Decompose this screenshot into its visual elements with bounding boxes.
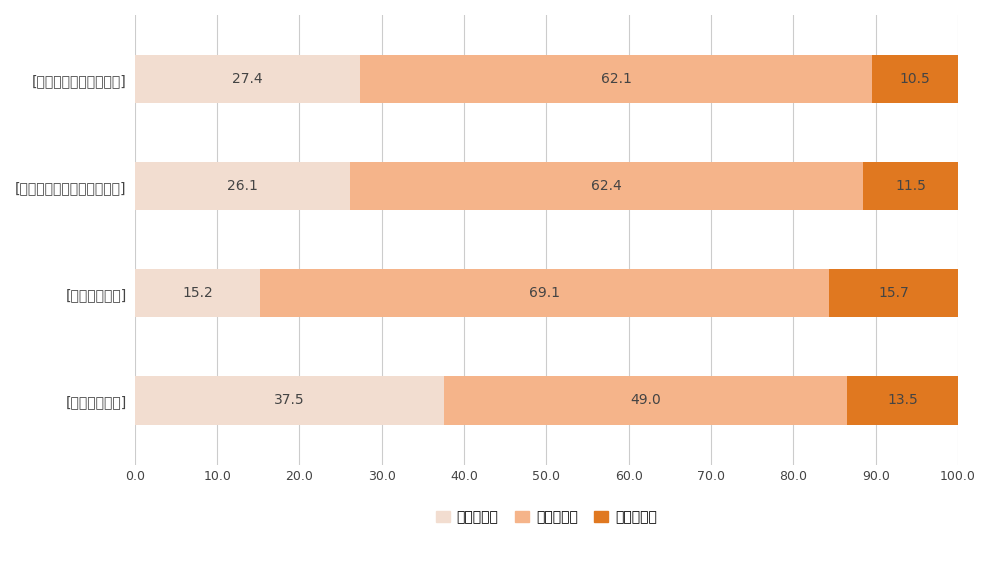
Bar (135, 162, 350, 210)
Bar (361, 55, 872, 103)
Bar (847, 376, 958, 425)
Text: 62.1: 62.1 (601, 72, 631, 86)
Bar (872, 55, 958, 103)
Text: 15.2: 15.2 (182, 287, 213, 301)
Bar (260, 270, 828, 318)
Bar (350, 162, 863, 210)
Bar (863, 162, 958, 210)
Text: 13.5: 13.5 (887, 393, 918, 407)
Bar (135, 376, 444, 425)
Bar (828, 270, 958, 318)
Text: 37.5: 37.5 (274, 393, 304, 407)
Bar (444, 376, 847, 425)
Text: 27.4: 27.4 (232, 72, 263, 86)
Text: 26.1: 26.1 (227, 179, 258, 193)
Text: 10.5: 10.5 (900, 72, 931, 86)
Text: 11.5: 11.5 (895, 179, 927, 193)
Text: 49.0: 49.0 (630, 393, 661, 407)
Text: 62.4: 62.4 (592, 179, 622, 193)
Bar (135, 270, 260, 318)
Text: 15.7: 15.7 (878, 287, 909, 301)
Text: 69.1: 69.1 (529, 287, 560, 301)
Bar (135, 55, 361, 103)
Legend: 悪くなった, 変わらない, 良くなった: 悪くなった, 変わらない, 良くなった (430, 505, 663, 530)
